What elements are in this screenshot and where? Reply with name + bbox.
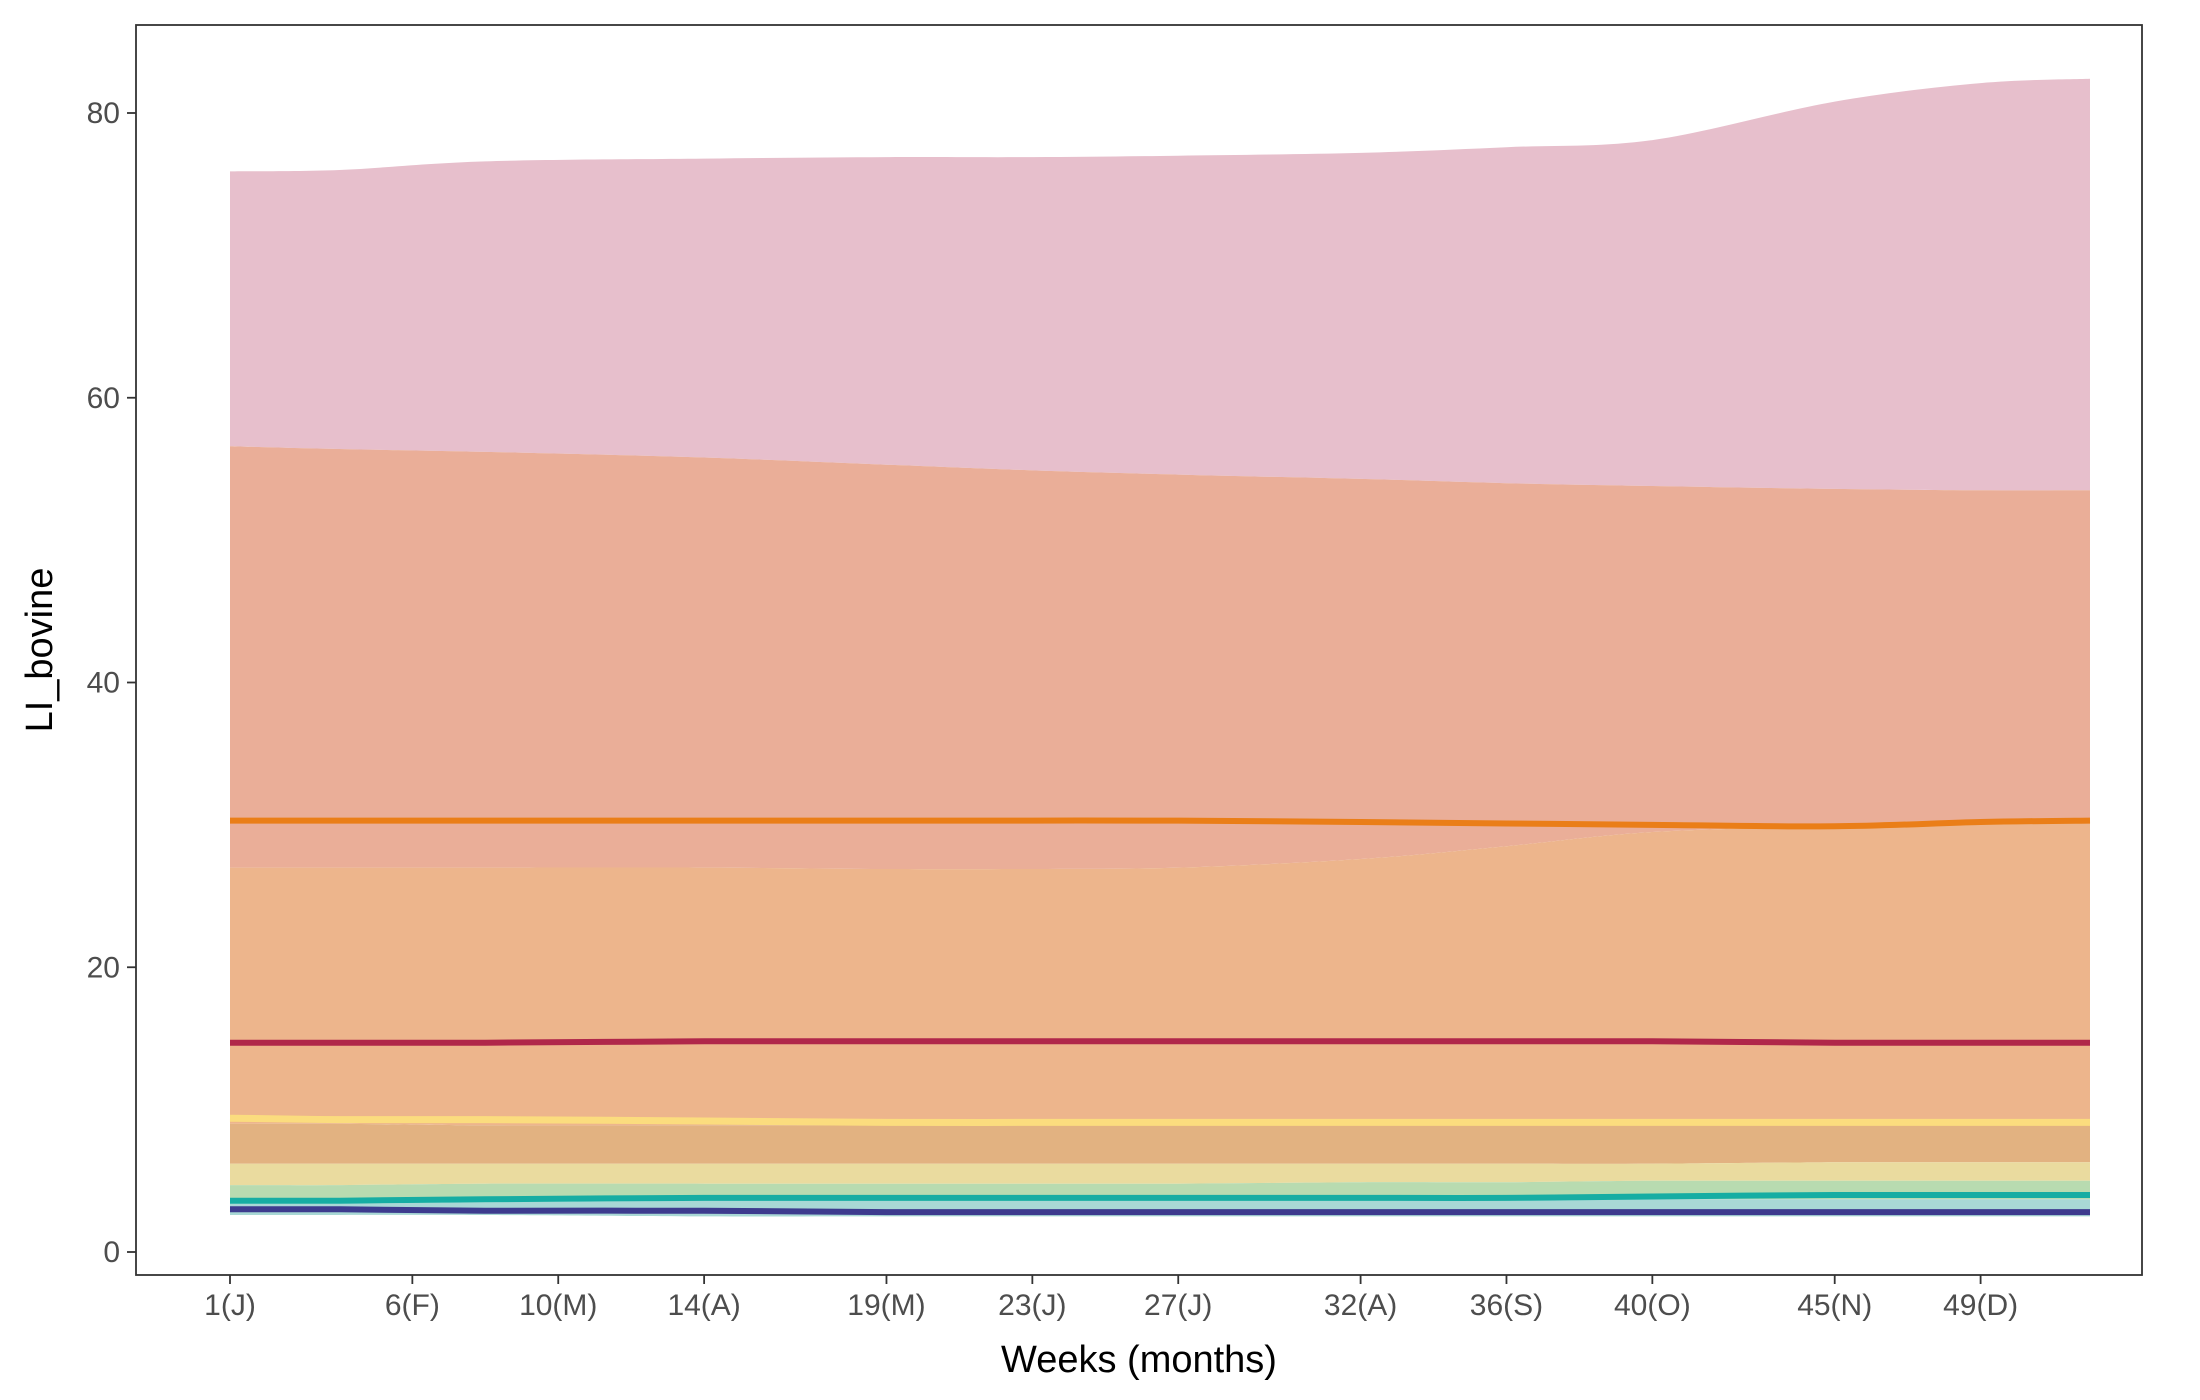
x-tick-label: 14(A)	[667, 1289, 740, 1322]
x-tick-label: 1(J)	[204, 1289, 256, 1322]
band-tan	[230, 1123, 2090, 1164]
yellow-line	[229, 1114, 2090, 1127]
y-axis-title: LI_bovine	[19, 568, 61, 733]
y-tick-label: 20	[87, 951, 120, 984]
x-tick-label: 49(D)	[1943, 1289, 2018, 1322]
x-tick-label: 36(S)	[1470, 1289, 1543, 1322]
crimson-line	[230, 1038, 2090, 1046]
x-tick-label: 27(J)	[1144, 1289, 1212, 1322]
lines-layer	[229, 817, 2091, 1216]
band-light-orange	[230, 820, 2090, 1126]
x-tick-label: 40(O)	[1614, 1289, 1691, 1322]
x-tick-label: 10(M)	[519, 1289, 597, 1322]
band-pink	[230, 78, 2090, 491]
band-pale-yellow	[230, 1162, 2090, 1186]
plot-border	[135, 24, 2143, 1276]
y-tick-label: 60	[87, 382, 120, 415]
y-tick-label: 0	[103, 1236, 120, 1269]
x-tick-label: 6(F)	[385, 1289, 440, 1322]
y-tick-label: 80	[87, 97, 120, 130]
x-axis: 1(J) 6(F) 10(M) 14(A) 19(M) 23(J) 27(J) 32(A) 36…	[204, 1275, 2018, 1322]
x-tick-label: 32(A)	[1324, 1289, 1397, 1322]
bands-layer	[230, 78, 2090, 1217]
navy-line	[229, 1206, 2090, 1216]
x-tick-label: 23(J)	[998, 1289, 1066, 1322]
x-tick-label: 45(N)	[1797, 1289, 1872, 1322]
orange-line	[229, 817, 2091, 830]
teal-line	[229, 1191, 2090, 1204]
y-tick-label: 40	[87, 667, 120, 700]
band-salmon	[230, 446, 2090, 870]
x-tick-label: 19(M)	[847, 1289, 925, 1322]
y-axis: 0 20 40 60 80	[87, 97, 136, 1269]
x-axis-title: Weeks (months)	[1001, 1339, 1277, 1381]
